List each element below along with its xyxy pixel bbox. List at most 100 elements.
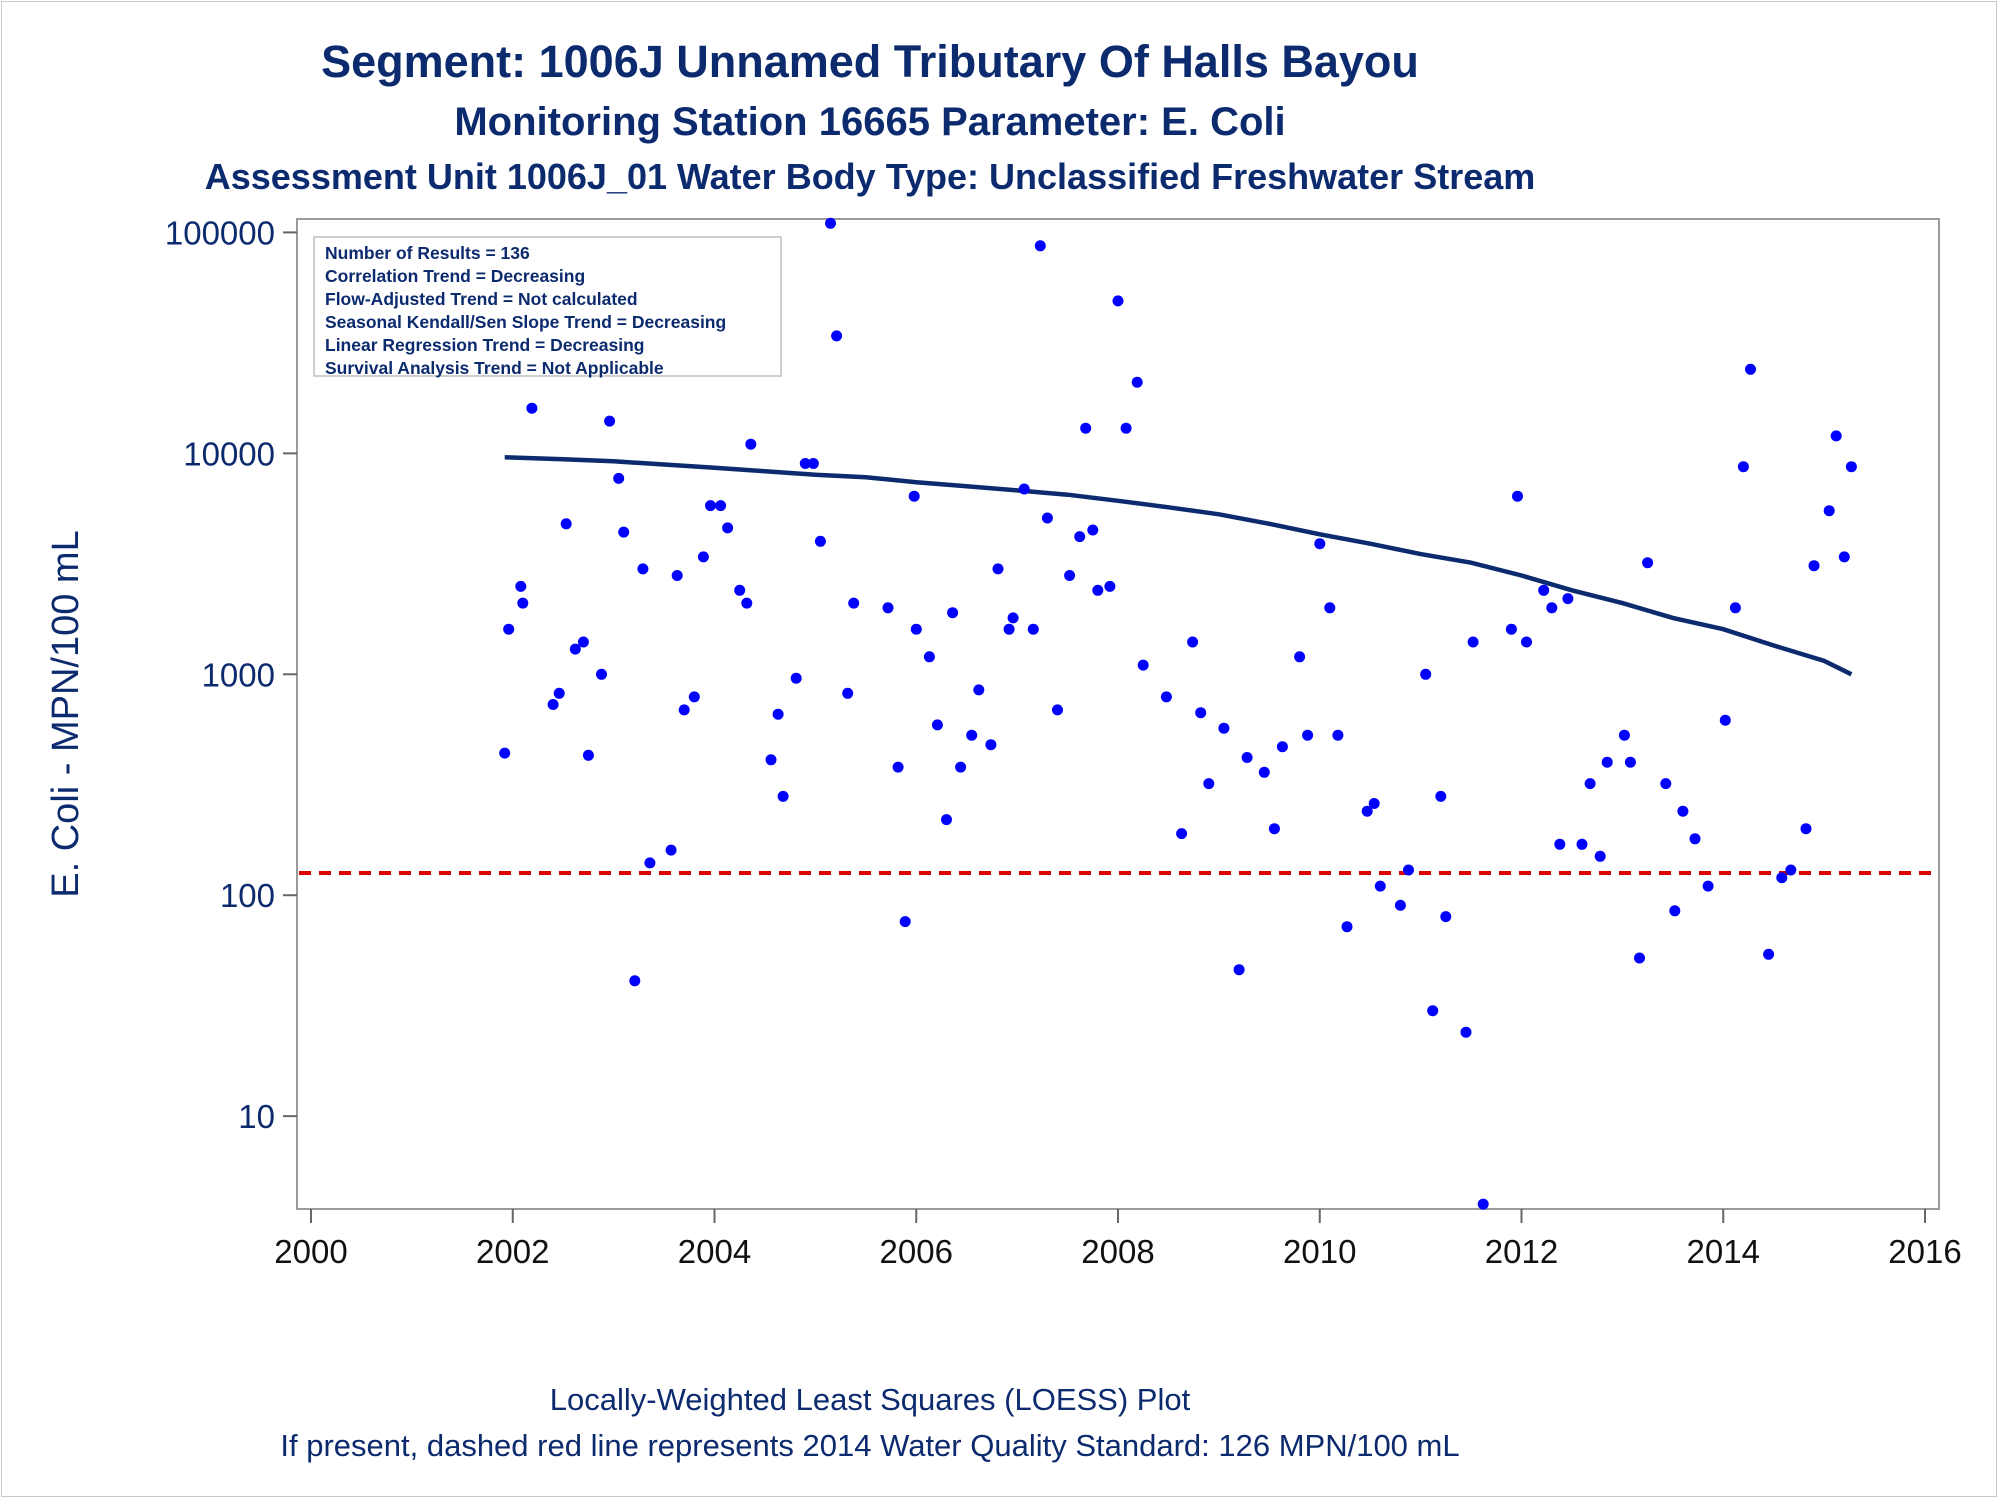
data-point xyxy=(947,607,959,619)
data-point xyxy=(1800,823,1812,835)
x-tick-label: 2004 xyxy=(678,1233,751,1270)
data-point xyxy=(1104,580,1116,592)
data-point xyxy=(678,704,690,716)
data-point xyxy=(1594,850,1606,862)
data-point xyxy=(596,668,607,680)
data-point xyxy=(569,643,581,655)
data-point xyxy=(1195,707,1207,719)
data-point xyxy=(1302,729,1314,741)
data-point xyxy=(1080,422,1092,434)
data-point xyxy=(1052,704,1063,716)
data-point xyxy=(765,754,777,766)
data-point xyxy=(1218,722,1230,734)
data-point xyxy=(1074,531,1086,543)
data-point xyxy=(1729,602,1741,614)
data-point xyxy=(1505,623,1517,635)
data-point xyxy=(1719,714,1731,726)
stat-seasonal-kendall-trend: Seasonal Kendall/Sen Slope Trend = Decre… xyxy=(325,312,727,332)
data-point xyxy=(941,814,952,826)
data-point xyxy=(966,729,978,741)
data-point xyxy=(1785,864,1797,876)
data-point xyxy=(1576,838,1588,850)
data-point xyxy=(1324,602,1336,614)
data-point xyxy=(908,490,920,502)
data-point xyxy=(1187,636,1199,648)
data-point xyxy=(1562,593,1574,605)
data-point xyxy=(618,526,630,538)
data-point xyxy=(985,739,997,751)
data-point xyxy=(1420,668,1432,680)
x-tick-label: 2002 xyxy=(476,1233,549,1270)
data-point xyxy=(745,438,757,450)
data-point xyxy=(973,684,985,696)
data-point xyxy=(644,857,656,869)
data-point xyxy=(882,602,894,614)
data-point xyxy=(1131,376,1143,388)
data-point xyxy=(1642,557,1654,569)
data-point xyxy=(1677,805,1689,817)
loess-curve xyxy=(504,455,1853,677)
data-point xyxy=(1660,778,1672,790)
data-point xyxy=(604,415,616,427)
data-point xyxy=(807,458,819,469)
data-point xyxy=(1276,741,1288,753)
data-point xyxy=(1160,691,1172,703)
data-point xyxy=(1258,766,1270,778)
data-point xyxy=(831,330,843,342)
data-point xyxy=(955,761,967,773)
data-point xyxy=(825,217,836,229)
stat-survival-analysis-trend: Survival Analysis Trend = Not Applicable xyxy=(325,358,664,378)
data-point xyxy=(1745,363,1756,375)
data-point xyxy=(722,522,734,534)
data-point xyxy=(1087,524,1099,536)
data-point xyxy=(1003,623,1015,635)
data-point xyxy=(1176,828,1188,840)
data-point xyxy=(1538,584,1550,596)
y-tick-label: 100000 xyxy=(165,214,275,251)
data-point xyxy=(1554,838,1566,850)
data-point xyxy=(1268,823,1280,835)
data-point xyxy=(1512,490,1523,502)
x-tick-label: 2014 xyxy=(1687,1233,1760,1270)
data-point xyxy=(892,761,904,773)
y-tick-label: 1000 xyxy=(202,656,275,693)
data-point xyxy=(799,458,811,469)
data-point xyxy=(613,472,625,484)
data-point xyxy=(526,402,538,414)
data-point xyxy=(1368,798,1380,809)
data-point xyxy=(1467,636,1479,648)
data-point xyxy=(1374,880,1386,892)
data-point xyxy=(499,747,511,759)
data-point xyxy=(705,500,716,512)
data-point xyxy=(1521,636,1532,648)
data-point xyxy=(1763,948,1775,960)
data-point xyxy=(515,580,527,592)
data-point xyxy=(1203,778,1215,790)
data-point xyxy=(931,719,943,731)
data-points xyxy=(499,217,1857,1210)
data-point xyxy=(697,551,709,563)
data-point xyxy=(1341,921,1353,933)
chart-subtitle-2: Assessment Unit 1006J_01 Water Body Type… xyxy=(204,156,1536,197)
y-axis: 10 100 1000 10000 100000 xyxy=(165,214,297,1135)
data-point xyxy=(1601,756,1613,768)
data-point xyxy=(1808,560,1820,572)
x-tick-label: 2016 xyxy=(1888,1233,1961,1270)
data-point xyxy=(790,672,802,684)
data-point xyxy=(671,570,683,581)
data-point xyxy=(547,699,559,710)
data-point xyxy=(665,844,677,856)
data-point xyxy=(1027,623,1039,635)
y-axis-label: E. Coli - MPN/100 mL xyxy=(45,530,87,897)
data-point xyxy=(1294,651,1306,663)
data-point xyxy=(1018,483,1030,495)
data-point xyxy=(1314,538,1326,550)
x-tick-label: 2012 xyxy=(1485,1233,1558,1270)
data-point xyxy=(577,636,589,648)
data-point xyxy=(1137,659,1149,671)
data-point xyxy=(1092,584,1104,596)
x-tick-label: 2008 xyxy=(1081,1233,1154,1270)
data-point xyxy=(1361,805,1373,817)
data-point xyxy=(1546,602,1558,614)
